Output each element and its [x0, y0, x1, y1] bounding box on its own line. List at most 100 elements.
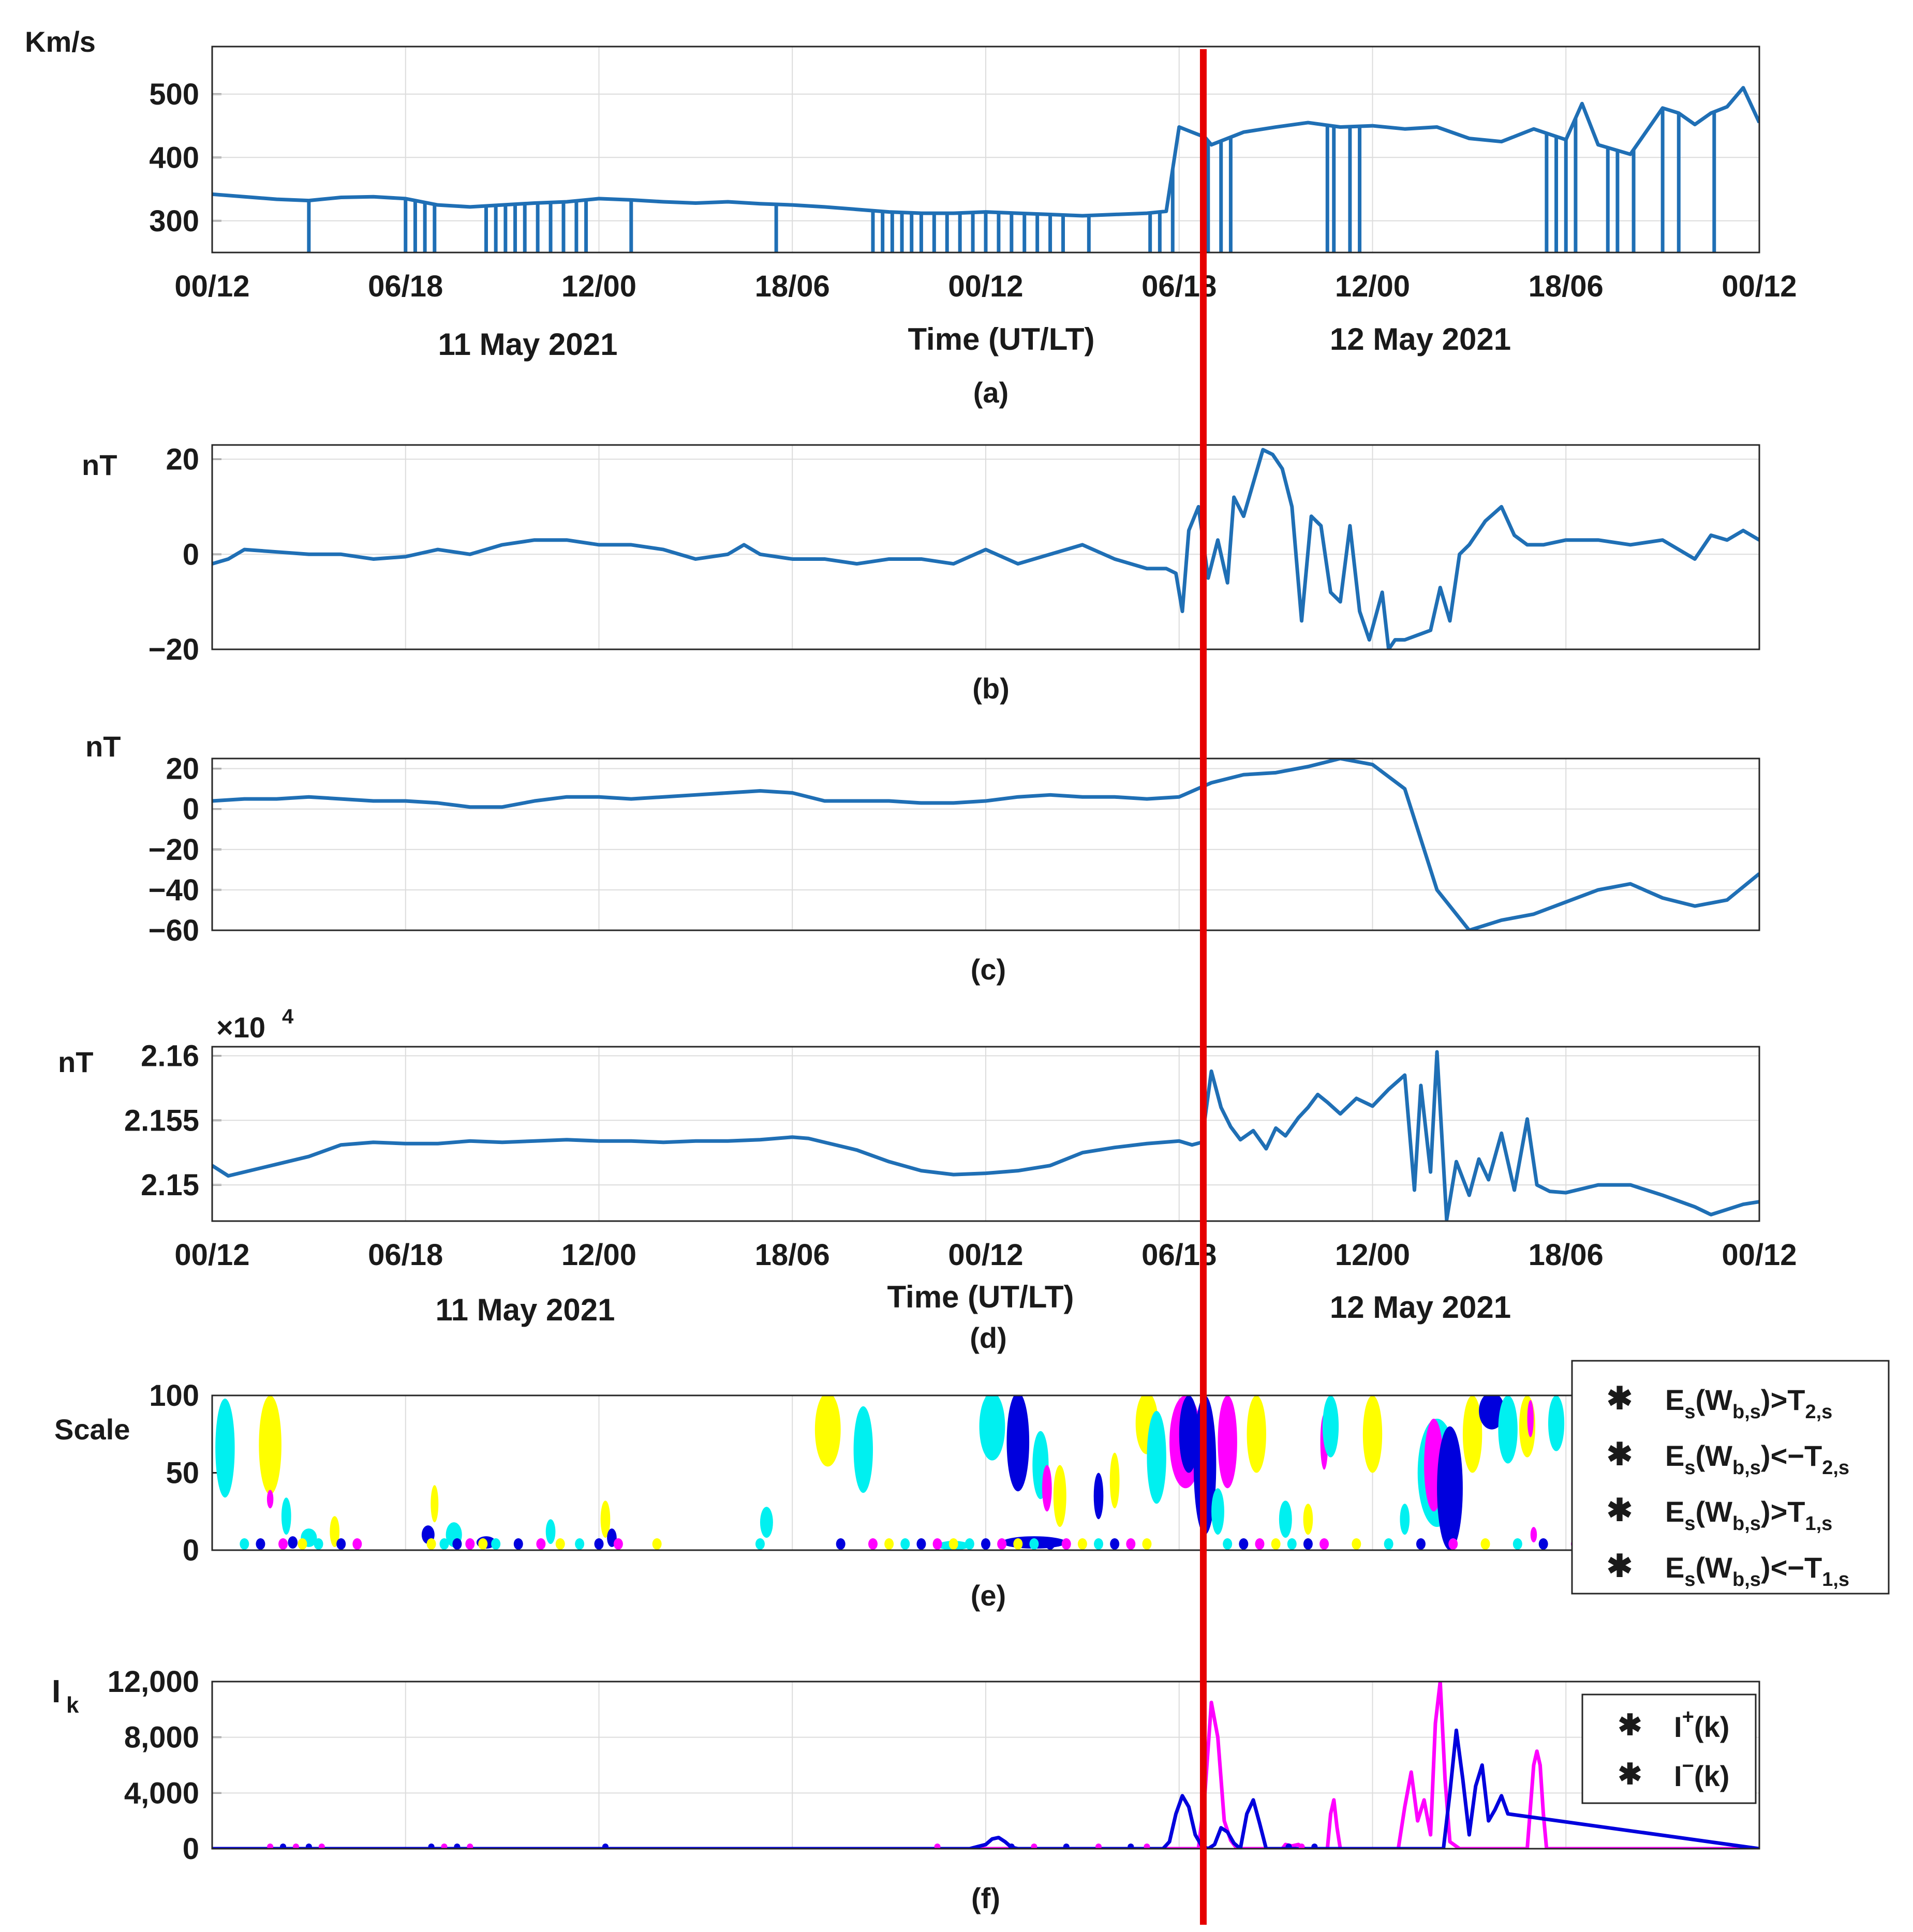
panel-e-y-ticks: 100 50 0 — [149, 1379, 221, 1567]
panel-f-dot — [1063, 1844, 1070, 1849]
panel-e-legend-marker: ✱ — [1607, 1493, 1633, 1527]
panel-f-legend-label: I−(k) — [1674, 1755, 1729, 1792]
panel-e-dot — [478, 1538, 488, 1550]
panel-e-blob-magenta — [266, 1490, 274, 1509]
panel-e-dot — [575, 1538, 585, 1550]
panel-c-series-line — [212, 759, 1759, 930]
panel-f-dot — [428, 1844, 435, 1849]
panel-e-dot — [1480, 1538, 1490, 1550]
panel-e-blob-cyan — [215, 1398, 235, 1498]
panel-e-blob-yellow — [1053, 1465, 1066, 1527]
panel-e-blob-cyan — [1211, 1488, 1224, 1535]
panel-d-content — [212, 1050, 1759, 1221]
panel-f-legend-box — [1581, 1693, 1757, 1804]
panel-e-blob-magenta — [1042, 1465, 1052, 1512]
panel-b-ytick-label: 20 — [166, 443, 199, 477]
panel-a-xtick-label: 00/12 — [948, 270, 1023, 303]
panel-e-dot — [1538, 1538, 1548, 1550]
panel-a-x-ticks: 00/12 06/18 12/00 18/06 00/12 06/18 12/00 18/06… — [174, 270, 1797, 303]
panel-f-dot — [1144, 1844, 1150, 1849]
panel-f-legend: ✱ I+(k)✱ I−(k) — [1581, 1693, 1757, 1804]
panel-e-legend-label-part: (W — [1696, 1495, 1733, 1528]
panel-e-legend-label-part: b,s — [1732, 1457, 1761, 1479]
panel-a-speed-line — [212, 86, 1759, 218]
panel-e-dot — [652, 1538, 662, 1550]
panel-e-legend-marker: ✱ — [1607, 1437, 1633, 1472]
panel-e-dot — [240, 1538, 249, 1550]
panel-e-dot — [868, 1538, 878, 1550]
panel-e-dot — [1352, 1538, 1361, 1550]
panel-f-dot — [1298, 1844, 1305, 1849]
panel-e-legend-label-part: s — [1684, 1401, 1695, 1423]
panel-b-imf-bz: nT 20 0 −20 (b) — [82, 443, 1760, 705]
panel-e-blob-blue — [1006, 1395, 1030, 1492]
panel-e-dot — [298, 1538, 307, 1550]
panel-e-dot — [1239, 1538, 1249, 1550]
panel-d-xtick-label: 18/06 — [1529, 1238, 1604, 1272]
panel-c-ytick-label: 20 — [166, 752, 199, 786]
panel-e-dot — [1416, 1538, 1426, 1550]
panel-e-dot — [314, 1538, 323, 1550]
panel-e-blob-blue — [1437, 1426, 1463, 1550]
panel-b-axes-box — [211, 444, 1760, 650]
panel-f-dot — [1031, 1844, 1037, 1849]
panel-b-ylabel: nT — [82, 449, 117, 481]
panel-a-xtick-label: 06/18 — [368, 270, 443, 303]
panel-e-dot — [884, 1538, 894, 1550]
panel-f-dot — [280, 1844, 287, 1849]
panel-e-dot — [1271, 1538, 1281, 1550]
panel-e-dot — [513, 1538, 523, 1550]
panel-e-dot — [352, 1538, 362, 1550]
panel-f-dot — [454, 1844, 461, 1849]
panel-f-legend-label-part: I — [1674, 1711, 1682, 1743]
panel-e-ytick-label: 100 — [149, 1379, 199, 1413]
panel-f-dot — [441, 1844, 448, 1849]
panel-b-series-line — [212, 448, 1759, 649]
panel-e-blob-cyan — [853, 1406, 873, 1493]
panel-c-ytick-label: −60 — [149, 914, 199, 947]
panel-e-legend-label: Es(Wb,s)>T1,s — [1665, 1495, 1832, 1535]
panel-c-ytick-label: −20 — [149, 833, 199, 867]
panel-d-xtick-label: 00/12 — [948, 1238, 1023, 1272]
panel-e-blob-yellow — [431, 1485, 439, 1523]
panel-e-legend-box — [1571, 1360, 1890, 1595]
panel-d-time-label: Time (UT/LT) — [887, 1280, 1074, 1314]
panel-f-dot — [1285, 1844, 1292, 1849]
panel-a-ytick-label: 500 — [149, 78, 199, 111]
panel-e-legend-label-part: 2,s — [1805, 1401, 1832, 1423]
panel-b-content — [212, 448, 1759, 649]
panel-e-legend-label: Es(Wb,s)<−T2,s — [1665, 1439, 1849, 1479]
panel-d-ytick-label: 2.15 — [141, 1168, 199, 1202]
panel-e-dot — [536, 1538, 546, 1550]
panel-e-content — [215, 1395, 1580, 1550]
panel-a-solar-wind-speed: Km/s 300 400 500 00/12 06/18 12/00 18/06 00/12… — [25, 25, 1797, 409]
panel-a-xtick-label: 18/06 — [755, 270, 830, 303]
panel-e-blob-cyan — [1279, 1500, 1292, 1538]
panel-e-legend-label-part: 1,s — [1822, 1569, 1849, 1591]
panel-e-dot — [1094, 1538, 1104, 1550]
panel-e-dot — [1512, 1538, 1522, 1550]
panel-a-axes-box — [211, 46, 1760, 254]
panel-e-dot — [1045, 1538, 1055, 1550]
panel-f-ylabel-sub: k — [66, 1692, 79, 1718]
panel-f-legend-label-part: I — [1674, 1760, 1682, 1792]
panel-e-dot — [336, 1538, 346, 1550]
panel-a-xtick-label: 00/12 — [1722, 270, 1797, 303]
panel-c-label: (c) — [971, 953, 1006, 986]
panel-a-time-label: Time (UT/LT) — [908, 322, 1094, 356]
panel-e-dot — [1013, 1538, 1023, 1550]
panel-d-xtick-label: 18/06 — [755, 1238, 830, 1272]
panel-e-dot — [278, 1538, 288, 1550]
panel-b-label: (b) — [972, 672, 1010, 705]
panel-e-legend-label-part: s — [1684, 1569, 1695, 1591]
panel-a-date-right: 12 May 2021 — [1330, 322, 1511, 356]
panel-e-legend-label: Es(Wb,s)<−T1,s — [1665, 1551, 1849, 1591]
panel-e-legend-label-part: (W — [1696, 1384, 1733, 1416]
panel-e-legend-label-part: (W — [1696, 1439, 1733, 1472]
panel-e-blob-cyan — [979, 1395, 1005, 1461]
panel-d-xtick-label: 12/00 — [561, 1238, 636, 1272]
panel-a-content — [212, 86, 1759, 252]
panel-e-blob-blue — [1093, 1473, 1104, 1520]
panel-f-ylabel: I — [52, 1674, 61, 1710]
panel-f-legend-label-part: (k) — [1694, 1711, 1729, 1743]
